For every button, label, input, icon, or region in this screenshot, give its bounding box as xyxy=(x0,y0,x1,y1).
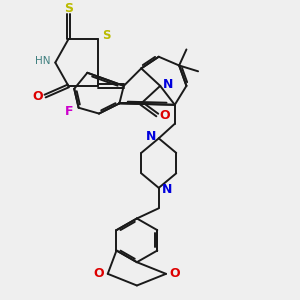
Text: O: O xyxy=(169,267,180,280)
Text: S: S xyxy=(64,2,73,15)
Text: N: N xyxy=(163,78,173,91)
Text: O: O xyxy=(94,267,104,280)
Text: S: S xyxy=(102,29,110,42)
Text: O: O xyxy=(32,90,43,103)
Text: N: N xyxy=(146,130,156,143)
Text: HN: HN xyxy=(35,56,51,66)
Text: F: F xyxy=(65,105,74,118)
Text: O: O xyxy=(159,109,170,122)
Text: N: N xyxy=(161,183,172,196)
